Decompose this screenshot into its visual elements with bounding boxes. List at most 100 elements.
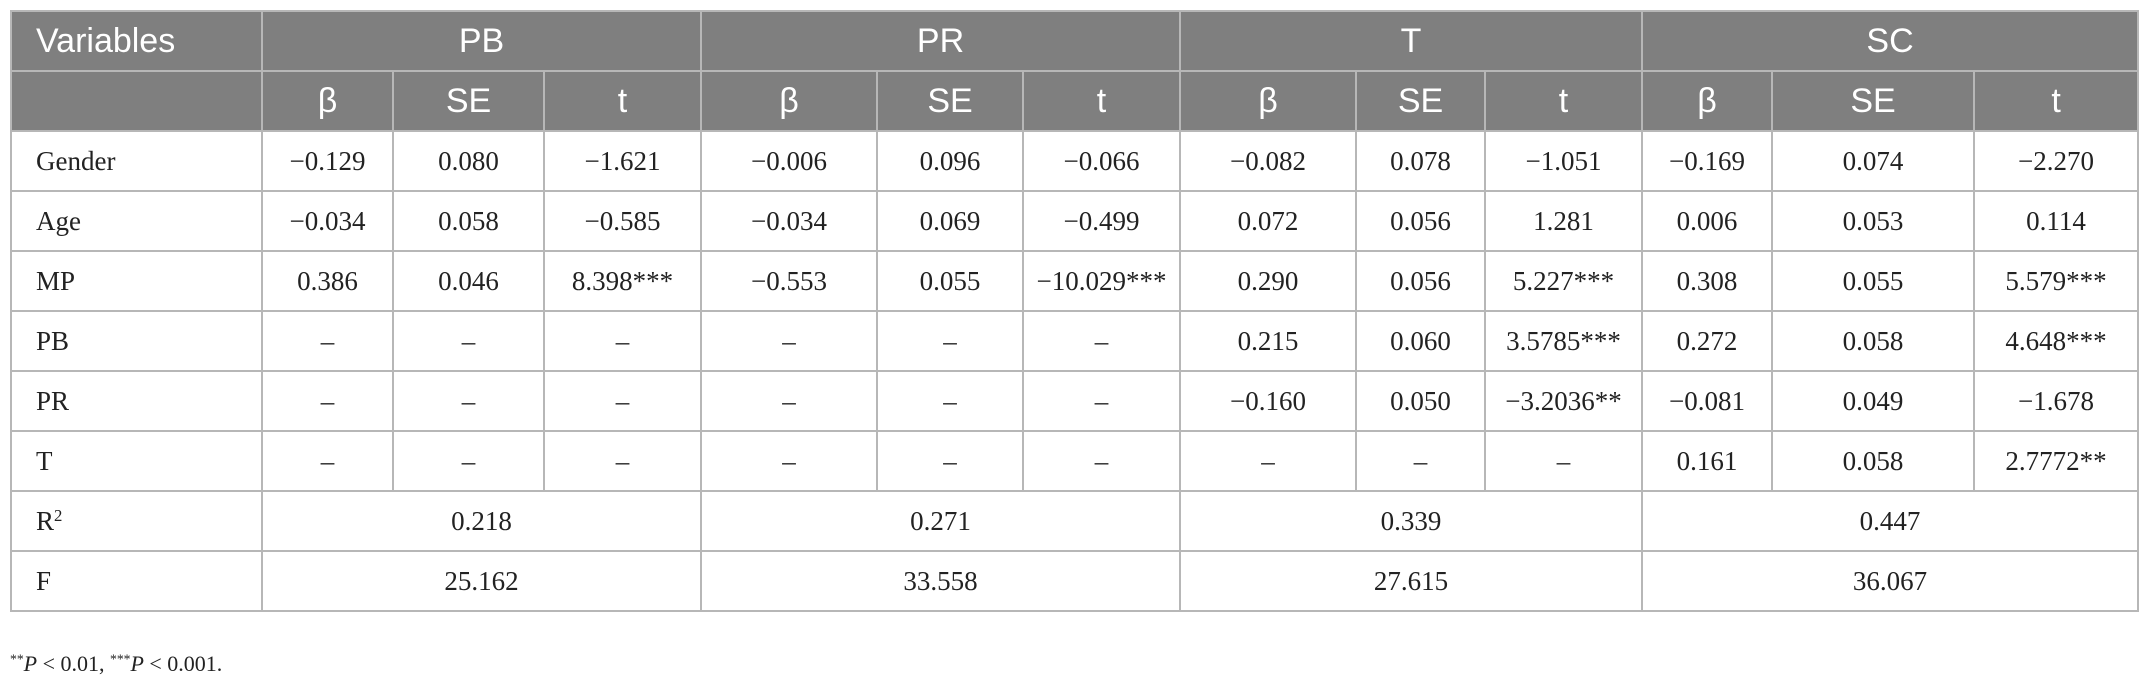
cell-t-se: 0.056 bbox=[1355, 250, 1487, 312]
cell-pr-se: 0.096 bbox=[876, 130, 1025, 192]
table-body: Gender −0.129 0.080 −1.621 −0.006 0.096 −0.066… bbox=[10, 130, 2140, 612]
group-header-sc: SC bbox=[1641, 10, 2140, 72]
cell-pb-t: – bbox=[542, 310, 703, 372]
r2-label-sup: 2 bbox=[54, 505, 63, 525]
footnote-p-2: P bbox=[130, 651, 144, 676]
group-header-t: T bbox=[1179, 10, 1644, 72]
regression-table: Variables PB PR T SC β SE t β SE t β SE … bbox=[10, 10, 2140, 612]
cell-pb-t: −0.585 bbox=[542, 190, 703, 252]
r2-value-pb: 0.218 bbox=[260, 490, 703, 552]
cell-pb-se: – bbox=[392, 430, 545, 492]
cell-pr-t: −0.066 bbox=[1022, 130, 1182, 192]
row-label: T bbox=[10, 430, 263, 492]
cell-pr-t: – bbox=[1022, 310, 1182, 372]
cell-pr-beta: – bbox=[700, 370, 879, 432]
cell-t-t: −3.2036** bbox=[1484, 370, 1644, 432]
cell-pb-beta: 0.386 bbox=[261, 250, 394, 312]
cell-pr-t: – bbox=[1022, 430, 1182, 492]
cell-pb-beta: – bbox=[261, 430, 394, 492]
cell-pb-se: 0.046 bbox=[392, 250, 545, 312]
cell-pb-t: – bbox=[542, 430, 703, 492]
table-row: Gender −0.129 0.080 −1.621 −0.006 0.096 −0.066… bbox=[10, 130, 2140, 192]
subheader-beta: β bbox=[700, 70, 879, 132]
cell-pb-beta: −0.129 bbox=[261, 130, 394, 192]
cell-sc-se: 0.058 bbox=[1771, 310, 1976, 372]
subheader-se: SE bbox=[876, 70, 1025, 132]
cell-sc-t: 4.648*** bbox=[1973, 310, 2140, 372]
cell-sc-se: 0.053 bbox=[1771, 190, 1976, 252]
cell-pb-t: 8.398*** bbox=[542, 250, 703, 312]
cell-pr-t: −10.029*** bbox=[1022, 250, 1182, 312]
cell-pr-t: −0.499 bbox=[1022, 190, 1182, 252]
cell-pb-t: −1.621 bbox=[542, 130, 703, 192]
table-row: MP 0.386 0.046 8.398*** −0.553 0.055 −10.029**… bbox=[10, 250, 2140, 312]
cell-sc-beta: 0.272 bbox=[1641, 310, 1774, 372]
row-label: PR bbox=[10, 370, 263, 432]
cell-sc-beta: 0.308 bbox=[1641, 250, 1774, 312]
cell-sc-se: 0.058 bbox=[1771, 430, 1976, 492]
cell-pr-beta: −0.034 bbox=[700, 190, 879, 252]
table-row: Age −0.034 0.058 −0.585 −0.034 0.069 −0.499 0.0… bbox=[10, 190, 2140, 252]
cell-sc-t: 5.579*** bbox=[1973, 250, 2140, 312]
regression-table-container: Variables PB PR T SC β SE t β SE t β SE … bbox=[10, 10, 2140, 612]
footnote-text-2: < 0.001. bbox=[143, 651, 223, 676]
r2-label-base: R bbox=[36, 505, 55, 536]
cell-t-t: 1.281 bbox=[1484, 190, 1644, 252]
table-row-f: F 25.162 33.558 27.615 36.067 bbox=[10, 550, 2140, 612]
table-row: T – – – – – – – – –0.161 0.058 2.7772** bbox=[10, 430, 2140, 492]
cell-sc-beta: 0.161 bbox=[1641, 430, 1774, 492]
cell-sc-t: 2.7772** bbox=[1973, 430, 2140, 492]
cell-t-t: – bbox=[1484, 430, 1644, 492]
cell-pr-se: – bbox=[876, 310, 1025, 372]
subheader-se: SE bbox=[392, 70, 545, 132]
cell-pb-se: 0.080 bbox=[392, 130, 545, 192]
header-row-groups: Variables PB PR T SC bbox=[10, 10, 2140, 72]
cell-t-beta: 0.215 bbox=[1179, 310, 1358, 372]
header-row-subcolumns: β SE t β SE t β SE t β SE t bbox=[10, 70, 2140, 132]
cell-t-t: −1.051 bbox=[1484, 130, 1644, 192]
footnote-text-1: < 0.01, bbox=[37, 651, 110, 676]
cell-sc-t: −2.270 bbox=[1973, 130, 2140, 192]
table-row: PR – – – – – – −0.160 0.050 −3.2036** −0.081 0.049−… bbox=[10, 370, 2140, 432]
f-value-pr: 33.558 bbox=[700, 550, 1182, 612]
cell-pr-beta: – bbox=[700, 310, 879, 372]
cell-sc-t: 0.114 bbox=[1973, 190, 2140, 252]
table-row: PB – – – – – –0.215 0.060 3.5785*** 0.272 0.058 4.6… bbox=[10, 310, 2140, 372]
subheader-se: SE bbox=[1771, 70, 1976, 132]
footnote-p-1: P bbox=[23, 651, 38, 676]
cell-t-se: 0.056 bbox=[1355, 190, 1487, 252]
cell-t-t: 5.227*** bbox=[1484, 250, 1644, 312]
f-value-sc: 36.067 bbox=[1641, 550, 2140, 612]
cell-t-t: 3.5785*** bbox=[1484, 310, 1644, 372]
cell-t-se: – bbox=[1355, 430, 1487, 492]
subheader-beta: β bbox=[261, 70, 394, 132]
table-footnote: **P < 0.01, ***P < 0.001. bbox=[10, 651, 222, 677]
cell-pr-beta: −0.553 bbox=[700, 250, 879, 312]
row-label: Gender bbox=[10, 130, 263, 192]
cell-pr-beta: −0.006 bbox=[700, 130, 879, 192]
subheader-t: t bbox=[542, 70, 703, 132]
variables-header: Variables bbox=[10, 10, 263, 72]
row-label-r2: R2 bbox=[10, 490, 263, 552]
cell-t-beta: – bbox=[1179, 430, 1358, 492]
cell-pr-se: – bbox=[876, 430, 1025, 492]
cell-pb-se: 0.058 bbox=[392, 190, 545, 252]
cell-t-se: 0.060 bbox=[1355, 310, 1487, 372]
cell-sc-se: 0.049 bbox=[1771, 370, 1976, 432]
cell-pb-se: – bbox=[392, 370, 545, 432]
r2-value-t: 0.339 bbox=[1179, 490, 1644, 552]
footnote-stars-1: ** bbox=[10, 651, 24, 667]
cell-pb-beta: −0.034 bbox=[261, 190, 394, 252]
r2-value-pr: 0.271 bbox=[700, 490, 1182, 552]
row-label-f: F bbox=[10, 550, 263, 612]
cell-pb-se: – bbox=[392, 310, 545, 372]
cell-t-beta: −0.082 bbox=[1179, 130, 1358, 192]
table-row-r2: R2 0.218 0.271 0.339 0.447 bbox=[10, 490, 2140, 552]
subheader-t: t bbox=[1484, 70, 1644, 132]
cell-t-beta: −0.160 bbox=[1179, 370, 1358, 432]
cell-sc-se: 0.055 bbox=[1771, 250, 1976, 312]
cell-t-se: 0.050 bbox=[1355, 370, 1487, 432]
cell-sc-beta: −0.169 bbox=[1641, 130, 1774, 192]
cell-sc-beta: −0.081 bbox=[1641, 370, 1774, 432]
row-label: MP bbox=[10, 250, 263, 312]
